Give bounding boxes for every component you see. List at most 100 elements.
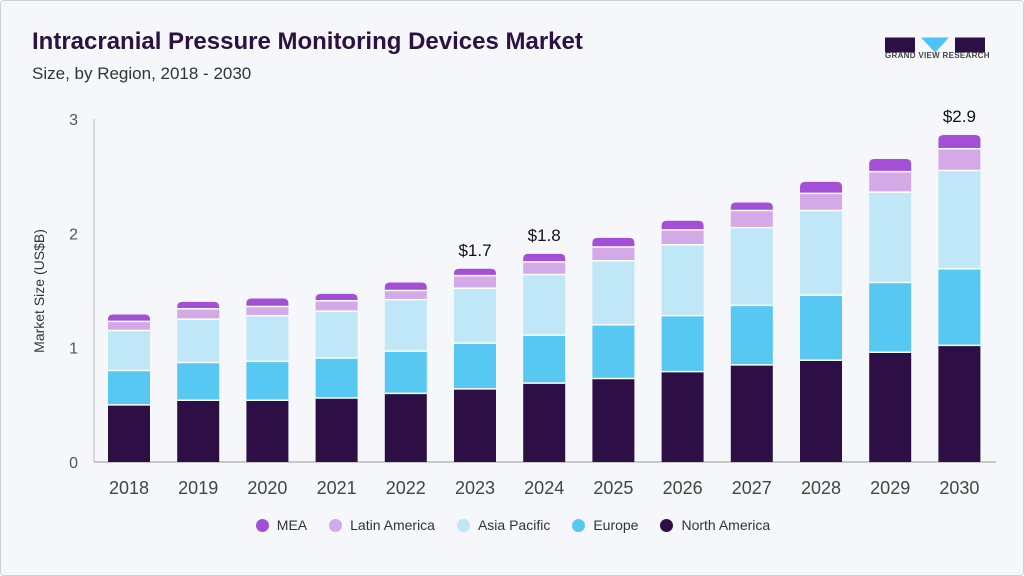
data-label: $1.8 [528,226,561,245]
bar-segment-europe [523,335,566,384]
bar-segment-mea [592,237,635,248]
y-tick-label: 3 [69,112,78,129]
bar-segment-europe [730,305,773,365]
bar-segment-asia-pacific [177,319,220,363]
x-tick-label: 2020 [247,478,287,498]
bar-segment-north-america [246,400,289,462]
bar-segment-latin-america [869,171,912,193]
x-tick-label: 2028 [801,478,841,498]
bar-segment-latin-america [661,229,704,245]
legend-label: Latin America [350,517,435,533]
legend-item: Latin America [329,517,435,533]
x-tick-label: 2030 [939,478,979,498]
legend-item: Asia Pacific [456,517,551,533]
legend-swatch-icon [572,518,586,532]
legend-label: MEA [276,517,308,533]
x-tick-label: 2024 [524,478,564,498]
y-axis-title: Market Size (US$B) [31,229,47,353]
data-label: $2.9 [943,107,976,126]
bar-segment-europe [938,268,981,346]
legend-swatch-icon [255,518,269,532]
x-tick-label: 2018 [109,478,149,498]
legend-item: Europe [572,517,638,533]
bar-segment-asia-pacific [523,274,566,336]
bar-segment-asia-pacific [869,192,912,283]
bar-segment-mea [108,314,150,322]
x-tick-label: 2022 [386,478,426,498]
bar-segment-mea [246,298,289,307]
bar-segment-north-america [315,397,358,462]
bar-segment-latin-america [246,306,289,316]
legend-label: Europe [593,517,639,533]
bar-segment-europe [800,295,842,361]
bar-segment-asia-pacific [315,311,358,358]
bar-segment-north-america [800,360,842,462]
legend-item: MEA [255,517,308,533]
y-tick-label: 1 [69,341,78,358]
legend: MEA Latin America Asia Pacific Europe North … [1,517,1023,533]
bar-segment-europe [246,361,289,401]
grand-view-research-logo [885,37,985,53]
bar-segment-mea [730,202,773,211]
bar-segment-mea [177,301,220,309]
bar-segment-north-america [454,388,496,462]
bar-segment-north-america [384,393,427,462]
bar-segment-mea [938,135,981,149]
bar-segment-mea [454,268,496,276]
legend-label: Asia Pacific [477,517,551,533]
bar-segment-latin-america [523,261,566,275]
bar-segment-north-america [938,345,981,462]
bar-segment-mea [869,159,912,172]
legend-item: North America [660,517,770,533]
data-label: $1.7 [458,241,491,260]
bar-segment-north-america [592,378,635,462]
bar-segment-north-america [730,364,773,462]
bar-segment-north-america [869,352,912,462]
bar-segment-europe [108,370,150,405]
bar-segment-mea [523,253,566,262]
bar-segment-asia-pacific [800,210,842,296]
bar-segment-asia-pacific [108,330,150,371]
x-tick-label: 2029 [870,478,910,498]
bar-segment-europe [592,324,635,379]
chart-subtitle: Size, by Region, 2018 - 2030 [32,64,252,83]
bar-segment-mea [315,293,358,301]
bar-segment-asia-pacific [246,315,289,362]
bar-segment-asia-pacific [384,299,427,352]
x-tick-label: 2026 [663,478,703,498]
bar-segment-north-america [177,400,220,462]
legend-swatch-icon [456,518,470,532]
bar-segment-mea [384,282,427,291]
bar-segment-europe [869,282,912,353]
legend-label: North America [681,517,771,533]
bar-segment-europe [384,351,427,394]
y-tick-label: 0 [69,455,78,472]
bar-segment-latin-america [315,300,358,312]
bar-segment-europe [177,362,220,401]
bar-segment-europe [454,343,496,389]
chart-title: Intracranial Pressure Monitoring Devices… [32,28,583,55]
bar-segment-latin-america [108,321,150,331]
bar-segment-north-america [523,383,566,462]
bar-segment-asia-pacific [661,244,704,316]
bar-segment-asia-pacific [592,260,635,325]
bar-segment-asia-pacific [938,170,981,269]
bar-segment-latin-america [730,210,773,228]
x-tick-label: 2021 [317,478,357,498]
bar-segment-latin-america [177,308,220,320]
x-tick-label: 2019 [178,478,218,498]
logo-text: GRAND VIEW RESEARCH [885,51,990,60]
x-tick-label: 2025 [593,478,633,498]
bar-segment-north-america [661,371,704,462]
bar-segment-asia-pacific [730,227,773,306]
bar-segment-mea [661,220,704,230]
legend-swatch-icon [329,518,343,532]
bar-segment-mea [800,181,842,194]
legend-swatch-icon [660,518,674,532]
bar-segment-europe [661,315,704,372]
bar-segment-latin-america [592,247,635,261]
bar-segment-latin-america [800,193,842,211]
bar-segment-latin-america [384,290,427,300]
